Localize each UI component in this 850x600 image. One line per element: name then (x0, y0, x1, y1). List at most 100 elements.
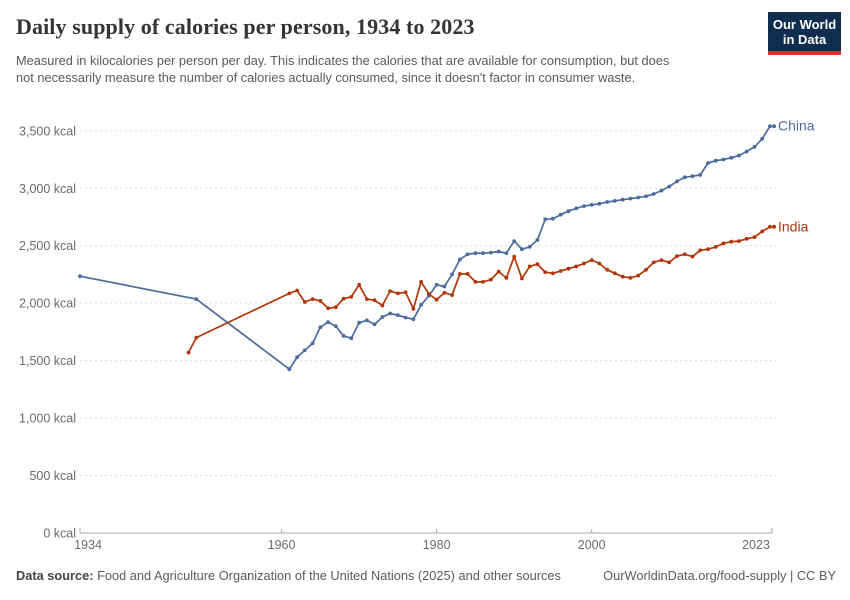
point-india-2016[interactable] (713, 245, 718, 249)
point-china-2001[interactable] (597, 201, 602, 206)
points-china[interactable] (78, 124, 772, 372)
point-china-1985[interactable] (473, 251, 478, 256)
point-india-1981[interactable] (442, 290, 447, 295)
point-india-1989[interactable] (504, 276, 509, 280)
point-india-1948[interactable] (186, 350, 191, 355)
point-india-1964[interactable] (310, 297, 315, 301)
point-india-1987[interactable] (489, 277, 493, 282)
point-india-2013[interactable] (690, 254, 695, 259)
point-india-1980[interactable] (434, 297, 439, 302)
point-china-1974[interactable] (388, 311, 392, 316)
point-china-2011[interactable] (675, 179, 679, 184)
point-india-1975[interactable] (396, 291, 400, 296)
point-india-1996[interactable] (558, 269, 563, 273)
point-india-2006[interactable] (636, 273, 641, 278)
point-china-1961[interactable] (287, 367, 292, 372)
point-china-1995[interactable] (551, 216, 555, 221)
point-china-1969[interactable] (349, 336, 354, 341)
point-india-2017[interactable] (721, 241, 726, 246)
point-india-1968[interactable] (341, 296, 346, 301)
point-china-1999[interactable] (582, 204, 586, 209)
point-china-1987[interactable] (489, 250, 493, 255)
point-india-1973[interactable] (380, 303, 385, 308)
point-china-1975[interactable] (396, 313, 400, 318)
point-india-1994[interactable] (543, 270, 548, 274)
point-china-2008[interactable] (651, 192, 656, 196)
point-india-2007[interactable] (644, 267, 648, 272)
point-india-2009[interactable] (659, 258, 664, 262)
point-china-1965[interactable] (318, 325, 323, 330)
point-india-1974[interactable] (388, 289, 392, 293)
point-china-2013[interactable] (690, 174, 695, 179)
point-india-1998[interactable] (574, 264, 579, 269)
point-india-1988[interactable] (496, 269, 501, 274)
point-china-1980[interactable] (434, 282, 439, 287)
point-china-2023[interactable] (768, 124, 772, 129)
point-india-1986[interactable] (481, 280, 485, 284)
point-india-1970[interactable] (357, 282, 361, 287)
point-china-1967[interactable] (333, 324, 338, 329)
point-china-1972[interactable] (372, 322, 377, 327)
point-china-2004[interactable] (620, 197, 625, 202)
point-china-1988[interactable] (496, 249, 501, 254)
point-china-1994[interactable] (543, 217, 548, 222)
point-china-1977[interactable] (411, 317, 416, 322)
point-china-2010[interactable] (667, 184, 672, 189)
point-india-1971[interactable] (365, 297, 369, 301)
point-india-2020[interactable] (744, 236, 749, 241)
point-india-1982[interactable] (450, 293, 454, 297)
point-india-1991[interactable] (520, 276, 524, 281)
point-china-1996[interactable] (558, 212, 563, 217)
point-india-1992[interactable] (527, 264, 532, 269)
point-china-2000[interactable] (589, 203, 594, 207)
point-india-2019[interactable] (737, 239, 741, 244)
point-china-1978[interactable] (419, 303, 423, 307)
point-india-1966[interactable] (326, 306, 330, 311)
point-india-1999[interactable] (582, 261, 586, 266)
point-india-2005[interactable] (628, 276, 633, 280)
point-india-1949[interactable] (194, 335, 199, 340)
point-china-1973[interactable] (380, 315, 385, 319)
point-china-1998[interactable] (574, 206, 579, 211)
point-china-2005[interactable] (628, 196, 633, 201)
point-india-2002[interactable] (605, 267, 610, 272)
points-india[interactable] (186, 224, 772, 355)
point-china-1997[interactable] (566, 209, 571, 214)
point-china-1966[interactable] (326, 320, 330, 324)
point-china-2019[interactable] (737, 153, 741, 158)
point-india-1995[interactable] (551, 271, 555, 276)
point-china-1982[interactable] (450, 272, 454, 277)
point-china-2015[interactable] (706, 161, 710, 165)
point-india-1969[interactable] (349, 295, 354, 299)
point-china-2009[interactable] (659, 188, 664, 193)
point-china-1983[interactable] (458, 257, 462, 262)
point-china-2002[interactable] (605, 200, 610, 204)
point-india-1997[interactable] (566, 266, 571, 271)
point-india-2023[interactable] (768, 224, 772, 229)
point-india-1976[interactable] (403, 290, 408, 295)
point-india-1962[interactable] (295, 288, 299, 293)
point-china-2022[interactable] (760, 136, 765, 141)
point-china-2014[interactable] (698, 173, 703, 177)
point-china-1963[interactable] (302, 348, 307, 353)
point-india-2000[interactable] (589, 258, 594, 262)
point-china-2007[interactable] (644, 194, 648, 199)
point-india-1963[interactable] (302, 300, 307, 304)
point-india-2018[interactable] (729, 239, 734, 244)
point-china-1971[interactable] (365, 318, 369, 323)
point-india-2010[interactable] (667, 260, 672, 265)
point-china-1949[interactable] (194, 297, 199, 301)
point-china-1992[interactable] (527, 245, 532, 249)
point-india-1984[interactable] (465, 272, 470, 276)
point-india-2001[interactable] (597, 261, 602, 266)
point-india-2021[interactable] (752, 235, 757, 240)
point-india-1990[interactable] (512, 254, 517, 259)
point-india-1983[interactable] (458, 272, 462, 276)
point-china-1986[interactable] (481, 251, 485, 256)
point-china-1990[interactable] (512, 239, 517, 244)
point-india-2014[interactable] (698, 248, 703, 253)
point-china-2020[interactable] (744, 149, 749, 154)
point-india-1967[interactable] (333, 305, 338, 310)
point-china-2017[interactable] (721, 157, 726, 162)
point-india-2012[interactable] (682, 252, 687, 257)
